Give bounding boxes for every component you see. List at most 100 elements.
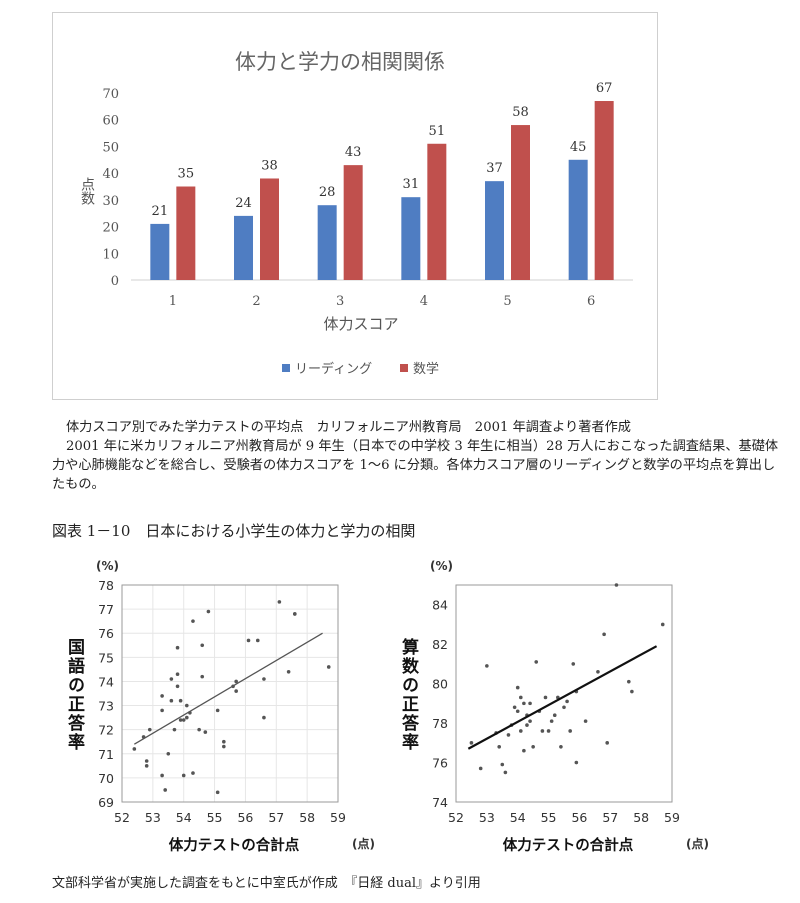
y-unit-label: (%) xyxy=(430,559,453,573)
x-tick-label: 53 xyxy=(145,810,161,825)
data-point xyxy=(546,729,551,733)
bar-reading xyxy=(317,205,337,280)
data-point xyxy=(277,600,282,604)
data-point xyxy=(132,747,137,751)
data-point xyxy=(222,744,226,749)
data-point xyxy=(522,748,526,753)
x-tick-label: 57 xyxy=(602,810,618,825)
bar-math xyxy=(343,165,363,280)
data-point xyxy=(234,679,238,684)
scatter-chart-japanese: 52 53 54 55 56 57 58 59 69 70 71 72 73 74 75 76 77 78 (%) 国… xyxy=(64,559,375,854)
caption-source: 体力スコア別でみた学力テストの平均点 カリフォルニア州教育局 2001 年調査よ… xyxy=(66,420,631,435)
bar-y-tick-label: 50 xyxy=(102,140,119,155)
data-point xyxy=(144,764,149,768)
data-point xyxy=(234,689,238,693)
data-point xyxy=(197,727,201,732)
data-point xyxy=(185,715,189,720)
data-point xyxy=(175,645,180,650)
bar-y-tick-label: 30 xyxy=(102,194,119,209)
y-tick-label: 82 xyxy=(432,637,448,652)
data-point xyxy=(160,694,164,698)
data-point xyxy=(172,727,177,732)
bar-reading xyxy=(485,181,504,280)
data-point xyxy=(166,751,171,756)
data-point xyxy=(497,744,501,749)
bar-math xyxy=(176,186,196,280)
x-axis-label: 体力テストの合計点 xyxy=(169,836,300,854)
data-point xyxy=(568,729,572,733)
bar-data-label: 38 xyxy=(261,158,278,173)
x-tick-label: 57 xyxy=(268,810,284,825)
y-tick-label: 74 xyxy=(98,674,114,689)
y-tick-label: 69 xyxy=(98,795,114,810)
bar-data-label: 21 xyxy=(152,204,169,219)
data-point xyxy=(478,766,483,771)
x-tick-label: 55 xyxy=(541,810,557,825)
bar-chart-ylabel: 点数 xyxy=(79,177,95,205)
bar-x-tick-label: 4 xyxy=(420,294,428,309)
x-axis-label: 体力テストの合計点 xyxy=(503,836,634,854)
data-point xyxy=(660,622,665,627)
bar-data-label: 51 xyxy=(429,124,446,139)
bar-data-label: 37 xyxy=(486,161,503,176)
y-tick-label: 76 xyxy=(98,626,114,641)
bar-reading xyxy=(401,197,421,280)
caption-description: 2001 年に米カリフォルニア州教育局が 9 年生（日本での中学校 3 年生に相… xyxy=(52,439,779,492)
bar-y-tick-label: 60 xyxy=(102,114,119,129)
data-point xyxy=(571,662,576,666)
data-point xyxy=(552,713,557,717)
y-tick-label: 75 xyxy=(98,650,114,665)
bar-chart-frame: 体力と学力の相関関係 点数 体力スコア リーディング 数学 0 10 20 30 40 50… xyxy=(52,12,658,400)
data-point xyxy=(574,760,579,765)
data-point xyxy=(469,741,474,745)
bar-data-label: 35 xyxy=(178,167,195,182)
bar-data-label: 58 xyxy=(512,105,529,120)
bar-data-label: 43 xyxy=(345,145,362,160)
x-tick-label: 56 xyxy=(571,810,587,825)
data-point xyxy=(175,672,180,677)
data-point xyxy=(522,701,526,706)
data-point xyxy=(549,719,554,723)
data-point xyxy=(191,771,195,775)
data-point xyxy=(144,759,149,763)
data-point xyxy=(178,698,183,703)
bar-math xyxy=(594,101,614,280)
legend-label-math: 数学 xyxy=(413,361,439,377)
data-point xyxy=(200,643,205,648)
data-point xyxy=(583,719,588,723)
data-point xyxy=(534,660,539,664)
data-point xyxy=(528,701,532,706)
legend-label-reading: リーディング xyxy=(295,361,372,377)
y-tick-label: 73 xyxy=(98,699,114,714)
y-unit-label: (%) xyxy=(96,559,119,573)
bar-reading xyxy=(150,223,170,280)
x-tick-label: 54 xyxy=(510,810,526,825)
data-point xyxy=(528,719,532,723)
data-point xyxy=(191,619,195,623)
data-point xyxy=(178,718,183,722)
x-tick-label: 58 xyxy=(299,810,315,825)
legend-swatch-math xyxy=(400,364,408,372)
data-point xyxy=(326,665,331,669)
x-tick-label: 52 xyxy=(448,810,464,825)
y-tick-label: 77 xyxy=(98,602,114,617)
data-point xyxy=(203,730,208,734)
data-point xyxy=(540,729,545,733)
y-tick-label: 72 xyxy=(98,723,114,738)
data-point xyxy=(562,705,566,710)
data-point xyxy=(485,664,489,668)
bar-chart-xlabel: 体力スコア xyxy=(323,315,398,333)
japanese-y-axis-label: 国語の正答率 xyxy=(64,638,85,752)
x-tick-label: 52 xyxy=(114,810,130,825)
data-point xyxy=(185,703,189,708)
data-point xyxy=(222,739,226,744)
data-point xyxy=(503,770,508,775)
data-point xyxy=(262,677,266,681)
bar-x-tick-label: 2 xyxy=(252,294,260,309)
math-y-axis-label: 算数の正答率 xyxy=(398,637,420,752)
bar-data-label: 24 xyxy=(235,196,252,211)
data-point xyxy=(160,773,164,778)
x-unit-label: (点) xyxy=(352,836,375,851)
data-point xyxy=(181,718,186,722)
data-point xyxy=(246,638,251,643)
